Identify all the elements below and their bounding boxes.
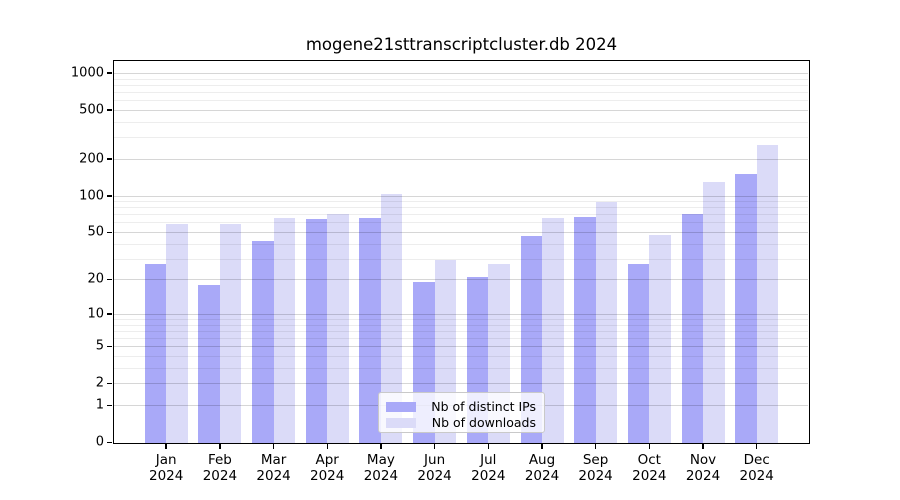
bar-feb-distinct-ips: [198, 284, 220, 444]
chart-title: mogene21sttranscriptcluster.db 2024: [305, 35, 618, 54]
bar-aug-downloads: [542, 218, 564, 444]
downloads-swatch: [386, 417, 416, 428]
bar-oct-downloads: [649, 235, 671, 444]
bar-aug-distinct-ips: [520, 236, 542, 444]
bar-nov-distinct-ips: [681, 214, 703, 444]
bar-feb-downloads: [219, 224, 242, 444]
bar-dec-distinct-ips: [735, 174, 757, 444]
bar-may-distinct-ips: [359, 218, 381, 444]
bar-dec-downloads: [756, 144, 779, 444]
bar-nov-downloads: [703, 182, 725, 444]
bar-sep-downloads: [595, 202, 618, 444]
legend: Nb of distinct IPs Nb of downloads: [378, 392, 545, 433]
distinct-ips-swatch: [386, 401, 416, 412]
bar-sep-distinct-ips: [574, 216, 596, 444]
legend-item-distinct-ips: Nb of distinct IPs: [386, 399, 536, 414]
bar-mar-downloads: [273, 218, 296, 444]
bar-apr-distinct-ips: [305, 219, 328, 444]
bar-jan-downloads: [166, 224, 188, 444]
bar-oct-distinct-ips: [627, 264, 650, 444]
bar-apr-downloads: [327, 214, 349, 444]
bar-jan-distinct-ips: [144, 264, 167, 444]
legend-label-distinct-ips: Nb of distinct IPs: [431, 399, 536, 414]
legend-label-downloads: Nb of downloads: [431, 415, 536, 430]
bar-may-downloads: [380, 194, 403, 444]
legend-item-downloads: Nb of downloads: [386, 415, 536, 430]
bar-mar-distinct-ips: [252, 241, 274, 444]
